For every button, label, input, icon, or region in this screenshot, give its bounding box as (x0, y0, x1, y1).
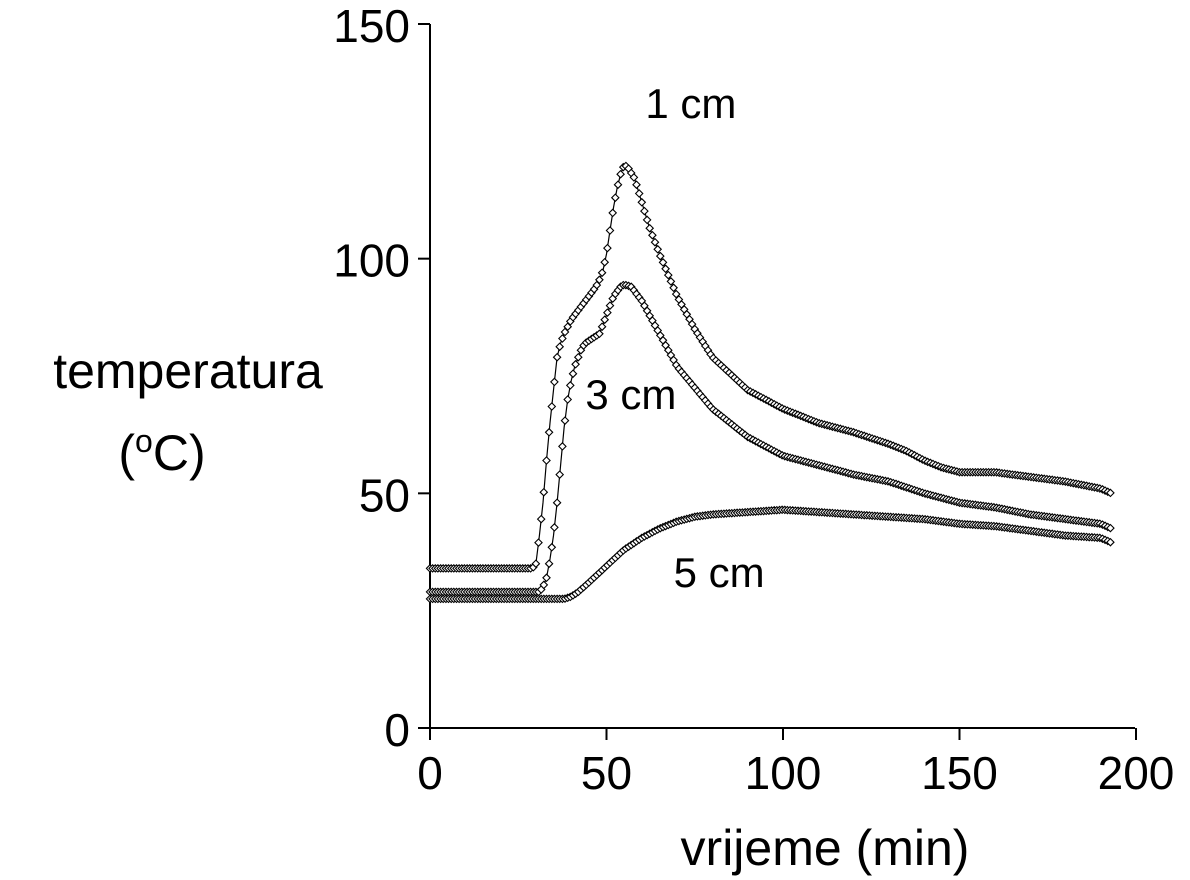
y-axis-title-line2: (oC) (118, 423, 205, 481)
y-tick-label: 150 (333, 0, 410, 52)
x-axis-title: vrijeme (min) (681, 820, 970, 876)
y-axis-title-open: ( (118, 425, 135, 481)
data-point-marker (547, 402, 557, 411)
data-point-marker (600, 315, 610, 325)
x-tick-label: 200 (1098, 747, 1175, 799)
data-point-marker (550, 523, 559, 532)
data-point-marker (666, 277, 676, 286)
data-point-marker (552, 352, 562, 362)
data-point-marker (555, 342, 565, 352)
data-point-marker (603, 243, 612, 253)
series-line (430, 509, 1112, 600)
series-2 (425, 280, 1115, 597)
x-tick-label: 0 (417, 747, 443, 799)
data-point-marker (539, 580, 549, 590)
data-point-marker (544, 427, 554, 437)
data-point-marker (568, 369, 578, 379)
data-point-marker (531, 559, 541, 569)
data-point-marker (663, 270, 673, 280)
data-point-marker (605, 226, 615, 235)
series-line (430, 283, 1112, 593)
y-axis-title-sup: o (135, 423, 153, 459)
x-tick-label: 100 (745, 747, 822, 799)
y-tick-label: 100 (333, 235, 410, 287)
series-annotations: 1 cm 3 cm 5 cm (585, 80, 764, 596)
data-point-marker (558, 442, 567, 451)
data-point-marker (555, 470, 565, 479)
data-point-marker (547, 542, 557, 552)
data-point-marker (542, 573, 551, 583)
data-point-marker (1106, 488, 1115, 498)
data-point-marker (637, 197, 647, 207)
data-point-marker (616, 169, 625, 179)
data-point-marker (671, 289, 681, 299)
x-tick-label: 50 (581, 747, 632, 799)
data-point-marker (552, 498, 562, 508)
series-label: 5 cm (674, 549, 765, 596)
y-axis-title-line1: temperatura (53, 343, 323, 399)
data-series (425, 161, 1115, 604)
data-point-marker (613, 180, 623, 190)
data-point-marker (608, 208, 618, 218)
data-point-marker (653, 244, 663, 254)
data-point-marker (571, 359, 580, 369)
series-label: 1 cm (645, 80, 736, 127)
data-point-marker (658, 258, 668, 267)
data-point-marker (605, 301, 615, 310)
data-point-marker (536, 514, 546, 524)
data-point-marker (595, 329, 604, 339)
data-point-marker (565, 381, 575, 390)
data-point-marker (1106, 523, 1115, 533)
data-point-marker (632, 180, 641, 190)
data-point-marker (539, 487, 549, 497)
series-3 (425, 505, 1115, 604)
plot-axes (429, 24, 1135, 729)
data-point-marker (642, 215, 652, 225)
series-label: 3 cm (585, 371, 676, 418)
series-1 (425, 161, 1115, 573)
data-point-marker (645, 223, 655, 233)
data-point-marker (597, 268, 607, 278)
data-point-marker (610, 193, 620, 203)
data-point-marker (655, 251, 665, 261)
data-point-marker (544, 559, 554, 569)
data-point-marker (629, 173, 639, 182)
data-point-marker (542, 456, 551, 465)
data-point-marker (600, 257, 610, 267)
data-point-marker (597, 322, 607, 332)
data-point-marker (560, 416, 570, 425)
data-point-marker (563, 395, 573, 404)
data-point-marker (661, 264, 670, 274)
data-point-marker (534, 538, 543, 547)
y-tick-label: 0 (384, 704, 410, 756)
data-point-marker (634, 189, 644, 198)
data-point-marker (573, 352, 583, 362)
data-point-marker (550, 377, 559, 387)
data-point-marker (640, 206, 649, 216)
data-point-marker (669, 283, 678, 293)
data-point-marker (650, 237, 660, 247)
data-point-marker (648, 230, 657, 240)
data-point-marker (595, 275, 604, 285)
data-point-marker (560, 327, 570, 337)
y-axis-title-unit: C) (153, 425, 206, 481)
data-point-marker (603, 308, 612, 317)
data-point-marker (1106, 537, 1115, 547)
data-point-marker (558, 334, 567, 343)
y-tick-label: 50 (359, 469, 410, 521)
axis-ticks: 0 50 100 150 200 0 50 100 150 (333, 0, 1174, 799)
x-tick-label: 150 (921, 747, 998, 799)
